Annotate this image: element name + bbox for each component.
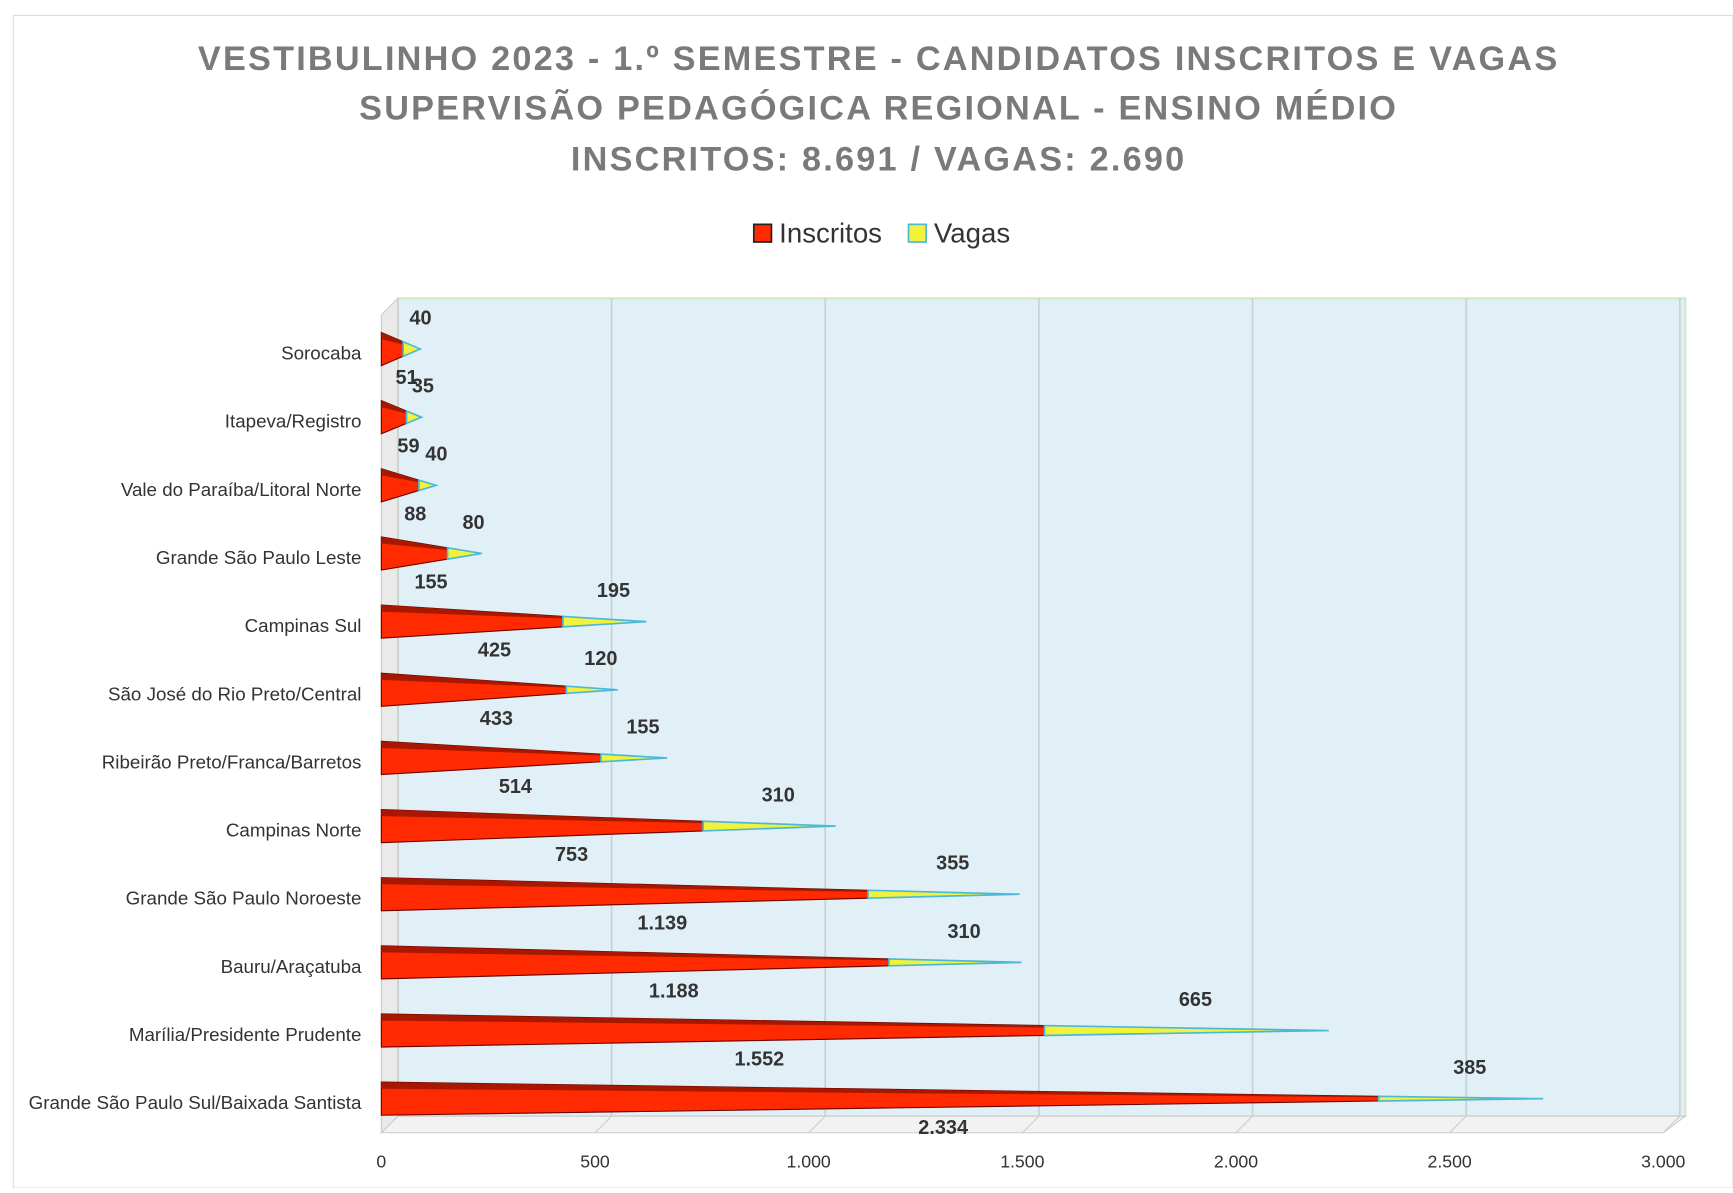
data-label: 40 [409, 307, 431, 329]
x-tick-label: 2.000 [1214, 1151, 1258, 1171]
y-tick-label: Bauru/Araçatuba [221, 956, 362, 977]
bar-top-facet [381, 945, 890, 961]
x-tick [1662, 1115, 1681, 1134]
data-label: 35 [412, 376, 434, 398]
bar-top-facet [381, 673, 567, 688]
data-label: 385 [1453, 1057, 1486, 1079]
bar-segment [600, 753, 668, 763]
x-tick [594, 1115, 612, 1134]
data-label: 80 [462, 512, 484, 534]
data-label: 195 [597, 580, 630, 602]
data-label: 40 [425, 444, 447, 466]
x-tick-label: 2.500 [1428, 1151, 1472, 1171]
bar-top-facet [381, 741, 601, 756]
data-label: 355 [936, 853, 969, 875]
data-label: 1.552 [734, 1049, 784, 1071]
data-label: 1.139 [637, 912, 687, 934]
data-label: 59 [397, 435, 419, 457]
x-tick [1449, 1115, 1467, 1134]
data-label: 155 [626, 716, 659, 738]
bar-top-facet [381, 809, 704, 824]
x-tick-label: 1.000 [787, 1151, 831, 1171]
legend-swatch [752, 223, 773, 243]
plot-floor [380, 1115, 1688, 1134]
data-label: 120 [584, 648, 617, 670]
data-label: 155 [414, 572, 447, 594]
data-label: 88 [404, 503, 426, 525]
y-tick-label: Grande São Paulo Leste [156, 547, 362, 568]
chart-subtitle: SUPERVISÃO PEDAGÓGICA REGIONAL - ENSINO … [359, 88, 1398, 128]
y-tick-label: Sorocaba [281, 343, 362, 364]
x-tick-label: 3.000 [1641, 1151, 1685, 1171]
bar-top-facet [381, 400, 407, 414]
y-tick-label: São José do Rio Preto/Central [108, 683, 361, 704]
data-label: 425 [478, 640, 511, 662]
y-tick-label: Itapeva/Registro [225, 411, 362, 432]
bar-segment [888, 958, 1022, 967]
data-label: 514 [499, 776, 532, 798]
data-label: 433 [480, 708, 513, 730]
y-tick-label: Campinas Sul [245, 615, 362, 636]
x-tick-label: 1.500 [1000, 1151, 1044, 1171]
chart-title: VESTIBULINHO 2023 - 1.º SEMESTRE - CANDI… [198, 40, 1560, 78]
bar-top-facet [381, 1013, 1045, 1028]
y-tick-label: Campinas Norte [226, 820, 362, 841]
bar-segment [418, 479, 439, 492]
y-tick-label: Grande São Paulo Sul/Baixada Santista [29, 1092, 362, 1113]
bar-segment [1377, 1095, 1544, 1102]
data-label: 310 [762, 784, 795, 806]
bar-segment [405, 409, 424, 425]
bar-segment [562, 615, 647, 628]
bar-top-facet [381, 1082, 1379, 1098]
y-tick-label: Marília/Presidente Prudente [129, 1024, 362, 1045]
bar-segment [446, 546, 482, 561]
x-tick [808, 1115, 826, 1134]
bar-segment [565, 685, 618, 695]
data-label: 1.188 [649, 980, 699, 1002]
x-tick [380, 1115, 399, 1134]
x-tick [1021, 1115, 1040, 1134]
bar-top-facet [381, 468, 419, 483]
data-label: 51 [396, 367, 418, 389]
legend-swatch [907, 223, 928, 243]
chart-summary: INSCRITOS: 8.691 / VAGAS: 2.690 [571, 140, 1186, 178]
x-tick-label: 0 [376, 1151, 386, 1171]
bar-top-facet [381, 536, 448, 551]
bar-top-facet [381, 605, 563, 619]
bar-segment [867, 889, 1020, 900]
legend-label: Vagas [934, 218, 1010, 249]
bar-segment [402, 340, 423, 358]
x-tick [1235, 1115, 1253, 1134]
data-label: 753 [555, 844, 588, 866]
plot-back-wall [396, 297, 1687, 1118]
bar-segment [1043, 1024, 1329, 1037]
bar-segment [702, 820, 836, 832]
data-label: 2.334 [918, 1117, 968, 1139]
data-label: 310 [947, 921, 980, 943]
bar-top-facet [381, 332, 404, 345]
y-tick-label: Ribeirão Preto/Franca/Barretos [102, 751, 362, 772]
y-tick-label: Vale do Paraíba/Litoral Norte [121, 479, 362, 500]
legend-label: Inscritos [779, 218, 882, 249]
x-tick-label: 500 [580, 1151, 610, 1171]
data-label: 665 [1179, 989, 1212, 1011]
y-tick-label: Grande São Paulo Noroeste [126, 888, 362, 909]
bar-top-facet [381, 877, 869, 892]
